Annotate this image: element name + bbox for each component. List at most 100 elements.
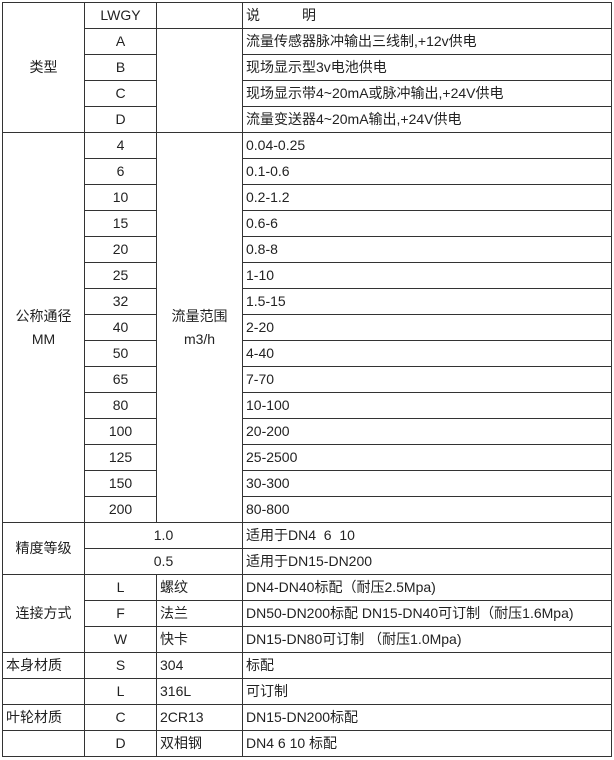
model-code-header: LWGY [84,2,157,29]
table-row: 50 4-40 [3,340,612,367]
dn-value: 4 [84,132,157,159]
dn-value: 150 [84,470,157,497]
accuracy-section-label: 精度等级 [2,522,85,575]
table-row: A 流量传感器脉冲输出三线制,+12v供电 [3,28,612,133]
type-desc: 现场显示带4~20mA或脉冲输出,+24V供电 [242,80,612,107]
table-row: F 法兰 DN50-DN200标配 DN15-DN40可订制（耐压1.6Mpa) [3,600,612,627]
table-row: 10 0.2-1.2 [3,184,612,211]
connection-type-name: 螺纹 [156,574,243,601]
table-row: 本身材质 S 304 标配 [2,652,612,679]
table-row: 公称通径 MM 4 流量范围 m3/h 0.04-0.25 [2,132,612,523]
table-row: 25 1-10 [3,262,612,289]
flow-range-value: 0.04-0.25 [242,132,612,159]
connection-desc: DN50-DN200标配 DN15-DN40可订制（耐压1.6Mpa) [242,600,612,627]
type-desc: 现场显示型3v电池供电 [242,54,612,81]
table-row: B 现场显示型3v电池供电 [3,54,612,81]
connection-desc: DN15-DN80可订制 （耐压1.0Mpa) [242,626,612,653]
table-row: 叶轮材质 C 2CR13 DN15-DN200标配 [2,704,612,731]
dn-value: 80 [84,392,157,419]
flow-range-value: 0.8-8 [242,236,612,263]
body-material-code: L [84,678,157,705]
dn-value: 20 [84,236,157,263]
connection-code: F [84,600,157,627]
flow-range-value: 0.1-0.6 [242,158,612,185]
table-row: 150 30-300 [3,470,612,497]
type-code: B [84,54,157,81]
table-row: L 316L 可订制 [2,678,612,705]
table-row: 200 80-800 [3,496,612,523]
dn-value: 40 [84,314,157,341]
table-row: 6 0.1-0.6 [3,158,612,185]
dn-value: 100 [84,418,157,445]
flow-range-value: 10-100 [242,392,612,419]
flow-range-value: 20-200 [242,418,612,445]
table-row: D 流量变送器4~20mA输出,+24V供电 [3,106,612,133]
dn-value: 200 [84,496,157,523]
table-row: 125 25-2500 [3,444,612,471]
flow-range-value: 0.6-6 [242,210,612,237]
body-material-desc: 可订制 [242,678,612,705]
flow-range-value: 25-2500 [242,444,612,471]
flow-range-value: 80-800 [242,496,612,523]
impeller-material-code: D [84,730,157,757]
flow-range-value: 1-10 [242,262,612,289]
type-code: A [84,28,157,55]
table-row: 100 20-200 [3,418,612,445]
dn-value: 65 [84,366,157,393]
table-row: 15 0.6-6 [3,210,612,237]
body-material-section-label: 本身材质 [2,652,85,679]
connection-section-label: 连接方式 [2,574,85,653]
impeller-material-name: 双相钢 [156,730,243,757]
type-section-label: 类型 [2,2,85,133]
flow-range-value: 2-20 [242,314,612,341]
body-material-name: 316L [156,678,243,705]
description-header: 说 明 [242,2,612,29]
impeller-material-section-label: 叶轮材质 [2,704,85,731]
accuracy-value: 1.0 [84,522,243,549]
connection-type-name: 法兰 [156,600,243,627]
flow-range-value: 1.5-15 [242,288,612,315]
type-desc: 流量传感器脉冲输出三线制,+12v供电 [242,28,612,55]
dn-value: 15 [84,210,157,237]
dn-value: 32 [84,288,157,315]
dn-value: 50 [84,340,157,367]
type-desc: 流量变送器4~20mA输出,+24V供电 [242,106,612,133]
table-row: 32 1.5-15 [3,288,612,315]
table-row: 80 10-100 [3,392,612,419]
diameter-section-label: 公称通径 MM [2,132,85,523]
body-material-desc: 标配 [242,652,612,679]
impeller-material-desc: DN4 6 10 标配 [242,730,612,757]
body-material-code: S [84,652,157,679]
impeller-material-desc: DN15-DN200标配 [242,704,612,731]
accuracy-desc: 适用于DN4 6 10 [242,522,612,549]
flow-range-value: 0.2-1.2 [242,184,612,211]
table-row: 连接方式 L 螺纹 DN4-DN40标配（耐压2.5Mpa) [2,574,612,653]
table-row: 65 7-70 [3,366,612,393]
table-row: D 双相钢 DN4 6 10 标配 [2,730,612,757]
empty-cell [2,730,85,757]
connection-code: W [84,626,157,653]
type-code: C [84,80,157,107]
connection-desc: DN4-DN40标配（耐压2.5Mpa) [242,574,612,601]
table-row: 精度等级 1.0 适用于DN4 6 10 [2,522,612,575]
accuracy-value: 0.5 [84,548,243,575]
table-row: 0.5 适用于DN15-DN200 [3,548,612,575]
connection-type-name: 快卡 [156,626,243,653]
dn-value: 6 [84,158,157,185]
dn-value: 25 [84,262,157,289]
dn-value: 10 [84,184,157,211]
dn-value: 125 [84,444,157,471]
body-material-name: 304 [156,652,243,679]
impeller-material-code: C [84,704,157,731]
flow-range-label: 流量范围 m3/h [156,132,243,523]
empty-cell [156,2,243,29]
flow-range-value: 7-70 [242,366,612,393]
type-code: D [84,106,157,133]
table-row: C 现场显示带4~20mA或脉冲输出,+24V供电 [3,80,612,107]
empty-cell [156,28,243,133]
table-row: 20 0.8-8 [3,236,612,263]
table-row: 40 2-20 [3,314,612,341]
flow-range-value: 30-300 [242,470,612,497]
impeller-material-name: 2CR13 [156,704,243,731]
